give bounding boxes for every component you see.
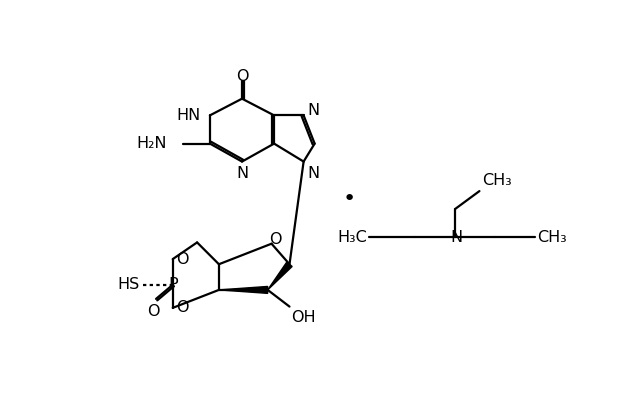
Polygon shape	[268, 262, 292, 290]
Text: O: O	[147, 304, 159, 319]
Text: HN: HN	[177, 108, 201, 123]
Text: CH₃: CH₃	[537, 230, 566, 245]
Text: •: •	[343, 189, 356, 209]
Text: N: N	[307, 103, 319, 118]
Text: N: N	[451, 230, 463, 245]
Text: O: O	[177, 300, 189, 315]
Text: N: N	[307, 166, 319, 181]
Text: OH: OH	[291, 310, 316, 325]
Text: CH₃: CH₃	[482, 173, 511, 188]
Text: O: O	[177, 252, 189, 267]
Text: HS: HS	[117, 277, 140, 292]
Text: N: N	[236, 166, 248, 181]
Polygon shape	[219, 287, 268, 293]
Text: O: O	[269, 232, 282, 247]
Text: P: P	[169, 277, 179, 292]
Text: H₃C: H₃C	[337, 230, 367, 245]
Text: O: O	[236, 69, 248, 84]
Text: H₂N: H₂N	[137, 136, 167, 151]
